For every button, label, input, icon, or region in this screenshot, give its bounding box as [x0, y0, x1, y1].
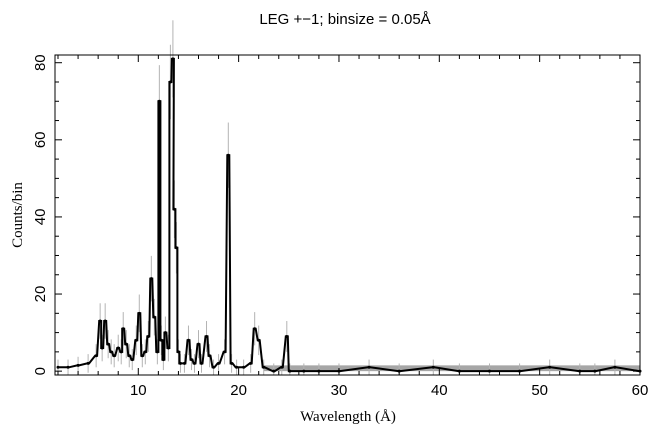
- data-point: [163, 331, 167, 335]
- data-point: [166, 346, 170, 350]
- data-point: [157, 99, 161, 103]
- data-point: [171, 57, 175, 61]
- data-point: [159, 338, 163, 342]
- data-point: [226, 153, 230, 157]
- data-point: [143, 350, 147, 354]
- data-point: [186, 338, 190, 342]
- data-point: [262, 365, 266, 369]
- data-point: [137, 311, 141, 315]
- data-point: [98, 319, 102, 323]
- data-point: [280, 365, 284, 369]
- chart-title: LEG +−1; binsize = 0.05Å: [259, 11, 430, 28]
- data-point: [431, 365, 435, 369]
- y-axis-label: Counts/bin: [10, 182, 26, 248]
- data-point: [149, 277, 153, 281]
- y-tick-label: 60: [32, 131, 49, 148]
- data-point: [548, 365, 552, 369]
- data-point: [189, 358, 193, 362]
- data-point: [146, 334, 150, 338]
- data-point: [109, 350, 113, 354]
- plot-area: [56, 20, 642, 375]
- data-point: [249, 361, 253, 365]
- data-point: [242, 365, 246, 369]
- data-point: [205, 334, 209, 338]
- data-point: [66, 365, 70, 369]
- y-tick-label: 0: [32, 367, 49, 375]
- x-tick-label: 50: [531, 382, 548, 399]
- data-point: [212, 365, 216, 369]
- data-point: [217, 361, 221, 365]
- data-point: [176, 350, 180, 354]
- data-point: [134, 338, 138, 342]
- x-tick-label: 20: [230, 382, 247, 399]
- x-axis-label: Wavelength (Å): [300, 409, 396, 425]
- y-axis: 0 20 40 60 80: [32, 54, 640, 375]
- data-point: [124, 342, 128, 346]
- x-tick-label: 60: [632, 382, 649, 399]
- data-point: [76, 363, 80, 367]
- data-point: [168, 80, 172, 84]
- data-point: [112, 354, 116, 358]
- data-point: [257, 338, 261, 342]
- data-point: [302, 369, 306, 373]
- data-point: [192, 361, 196, 365]
- data-point: [253, 327, 257, 331]
- data-point: [613, 365, 617, 369]
- data-point: [56, 365, 60, 369]
- data-point: [103, 319, 107, 323]
- series-line: [57, 57, 641, 373]
- data-point: [230, 361, 234, 365]
- data-point: [235, 365, 239, 369]
- y-tick-label: 40: [32, 209, 49, 226]
- data-point: [178, 361, 182, 365]
- data-point: [196, 342, 200, 346]
- data-point: [130, 358, 134, 362]
- plot-frame: [54, 54, 641, 376]
- data-point: [161, 358, 165, 362]
- data-point: [100, 346, 104, 350]
- data-point: [94, 354, 98, 358]
- data-point: [172, 207, 176, 211]
- data-point: [272, 369, 276, 373]
- x-tick-label: 10: [130, 382, 147, 399]
- data-point: [487, 369, 491, 373]
- data-point: [140, 354, 144, 358]
- data-point: [288, 369, 292, 373]
- data-point: [86, 361, 90, 365]
- data-point: [200, 361, 204, 365]
- series-0: [56, 20, 642, 375]
- x-tick-label: 30: [331, 382, 348, 399]
- background-band: [263, 365, 640, 372]
- data-point: [593, 369, 597, 373]
- y-tick-label: 20: [32, 286, 49, 303]
- data-point: [367, 365, 371, 369]
- x-tick-label: 40: [431, 382, 448, 399]
- data-point: [223, 350, 227, 354]
- data-point: [182, 361, 186, 365]
- data-point: [208, 354, 212, 358]
- x-axis: 10 20 30 40 50 60: [57, 55, 649, 399]
- data-point: [106, 342, 110, 346]
- data-point: [152, 315, 156, 319]
- data-point: [155, 350, 159, 354]
- data-point: [116, 346, 120, 350]
- data-point: [285, 334, 289, 338]
- data-point: [127, 354, 131, 358]
- data-point: [119, 350, 123, 354]
- y-tick-label: 80: [32, 54, 49, 71]
- data-point: [174, 246, 178, 250]
- data-point: [121, 327, 125, 331]
